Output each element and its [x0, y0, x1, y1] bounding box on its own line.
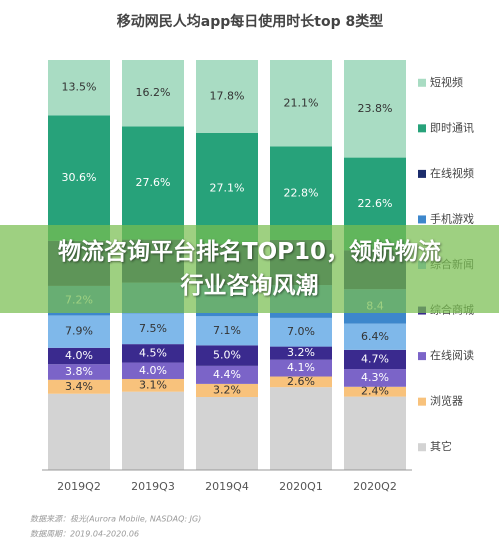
- value-label: 22.6%: [358, 197, 393, 210]
- bar-segment: [270, 346, 332, 360]
- x-tick-label: 2019Q2: [57, 480, 101, 493]
- bar-segment: [270, 60, 332, 147]
- bar-segment: [48, 115, 110, 241]
- value-label: 4.3%: [361, 371, 389, 384]
- x-tick-label: 2019Q4: [205, 480, 249, 493]
- x-tick-label: 2020Q1: [279, 480, 323, 493]
- bar-segment: [122, 126, 184, 240]
- value-label: 7.5%: [139, 322, 167, 335]
- legend-swatch: [418, 397, 426, 406]
- value-label: 4.0%: [139, 364, 167, 377]
- bar-segment: [48, 60, 110, 116]
- bar-segment: [48, 379, 110, 394]
- value-label: 23.8%: [358, 102, 393, 115]
- legend-swatch: [418, 124, 426, 133]
- bar-segment: [196, 365, 258, 384]
- legend-label: 在线阅读: [430, 348, 474, 362]
- value-label: 3.4%: [65, 380, 93, 393]
- bar-segment: [344, 60, 406, 158]
- value-label: 3.8%: [65, 365, 93, 378]
- bar-segment: [270, 146, 332, 240]
- banner-text: 物流咨询平台排名TOP10，领航物流行业咨询风潮: [57, 239, 442, 299]
- chart-title: 移动网民人均app每日使用时长top 8类型: [117, 13, 383, 30]
- legend-swatch: [418, 443, 426, 452]
- value-label: 4.5%: [139, 346, 167, 359]
- value-label: 7.0%: [287, 325, 315, 338]
- source: 数据来源：极光(Aurora Mobile, NASDAQ: JG): [30, 515, 201, 524]
- legend-label: 即时通讯: [430, 121, 474, 134]
- value-label: 4.1%: [287, 361, 315, 374]
- value-label: 3.1%: [139, 378, 167, 391]
- value-label: 30.6%: [62, 171, 97, 184]
- legend-label: 浏览器: [430, 394, 463, 408]
- legend-swatch: [418, 169, 426, 178]
- value-label: 13.5%: [62, 81, 97, 94]
- bar-segment: [48, 315, 110, 348]
- value-label: 4.7%: [361, 353, 389, 366]
- legend-label: 手机游戏: [430, 211, 474, 225]
- value-label: 7.1%: [213, 324, 241, 337]
- bar-segment: [196, 397, 258, 470]
- period: 数据周期：2019.04-2020.06: [30, 530, 139, 539]
- legend-swatch: [418, 215, 426, 224]
- bar-segment: [196, 345, 258, 366]
- value-label: 4.0%: [65, 349, 93, 362]
- bar-segment: [122, 313, 184, 345]
- legend-label: 其它: [430, 439, 452, 453]
- x-tick-label: 2019Q3: [131, 480, 175, 493]
- bar-segment: [344, 396, 406, 470]
- bar-segment: [122, 378, 184, 392]
- value-label: 16.2%: [136, 86, 171, 99]
- value-label: 3.2%: [287, 346, 315, 359]
- legend-label: 在线视频: [430, 166, 474, 180]
- bar-segment: [344, 369, 406, 387]
- legend-swatch: [418, 78, 426, 87]
- bar-segment: [122, 362, 184, 379]
- bar-segment: [196, 316, 258, 346]
- bar-segment: [270, 387, 332, 470]
- bar-segment: [122, 391, 184, 470]
- bar-segment: [270, 317, 332, 347]
- bar-segment: [344, 323, 406, 350]
- value-label: 4.4%: [213, 368, 241, 381]
- bar-segment: [196, 60, 258, 133]
- value-label: 21.1%: [284, 96, 319, 109]
- x-tick-label: 2020Q2: [353, 480, 397, 493]
- bar-segment: [122, 344, 184, 363]
- banner: 物流咨询平台排名TOP10，领航物流行业咨询风潮: [0, 225, 499, 313]
- bar-segment: [48, 347, 110, 365]
- bar-segment: [270, 359, 332, 377]
- bar-segment: [122, 60, 184, 127]
- bar-segment: [48, 364, 110, 380]
- value-label: 2.6%: [287, 375, 315, 388]
- legend-label: 短视频: [430, 75, 463, 89]
- value-label: 22.8%: [284, 186, 319, 199]
- bar-segment: [344, 349, 406, 370]
- value-label: 2.4%: [361, 385, 389, 398]
- value-label: 6.4%: [361, 330, 389, 343]
- value-label: 17.8%: [210, 89, 245, 102]
- value-label: 5.0%: [213, 349, 241, 362]
- value-label: 3.2%: [213, 383, 241, 396]
- value-label: 7.9%: [65, 325, 93, 338]
- legend-swatch: [418, 352, 426, 361]
- bar-segment: [196, 383, 258, 398]
- bar-segment: [344, 386, 406, 397]
- value-label: 27.6%: [136, 176, 171, 189]
- bar-segment: [48, 393, 110, 470]
- value-label: 27.1%: [210, 182, 245, 195]
- bar-segment: [270, 376, 332, 388]
